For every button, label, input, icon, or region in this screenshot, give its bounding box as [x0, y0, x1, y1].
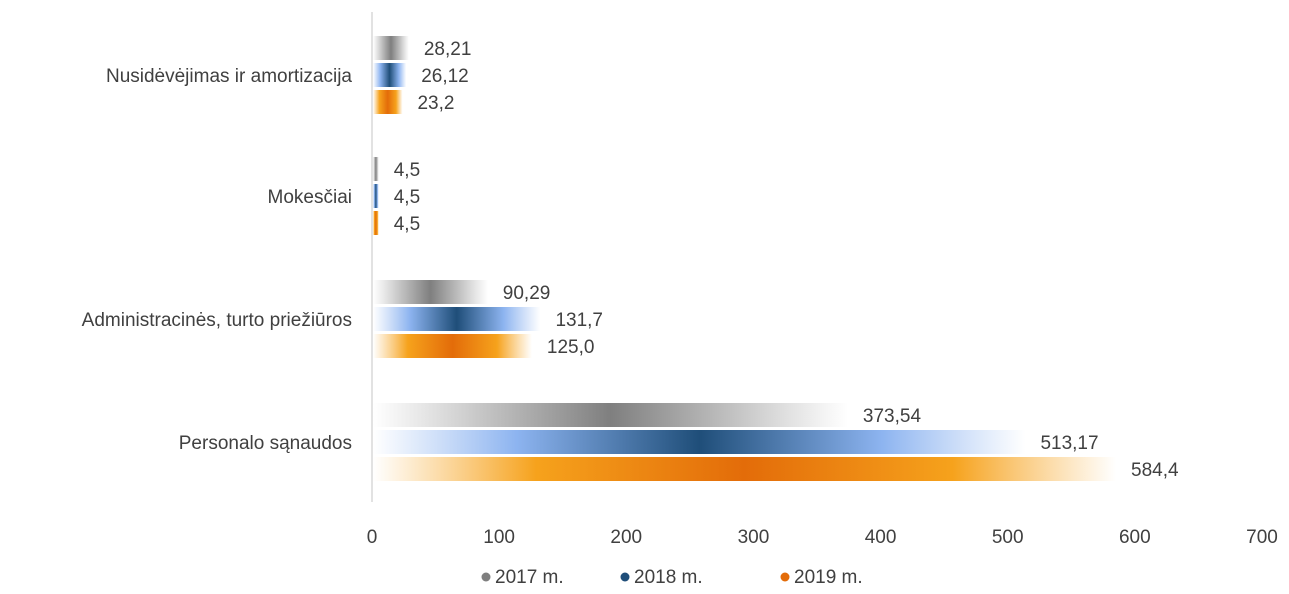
- category-label: Personalo sąnaudos: [179, 433, 352, 454]
- bar-3-3: [373, 334, 532, 358]
- data-label-1-3: 90,29: [503, 283, 551, 304]
- data-label-2-1: 26,12: [421, 66, 469, 87]
- bar-2-4: [373, 430, 1026, 454]
- bars-group: [373, 36, 1117, 481]
- data-label-2-2: 4,5: [394, 187, 420, 208]
- data-label-2-4: 513,17: [1040, 433, 1098, 454]
- bar-1-4: [373, 403, 848, 427]
- legend-marker-1: [481, 572, 491, 582]
- legend-label-2: 2018 m.: [634, 567, 703, 588]
- data-label-3-4: 584,4: [1131, 460, 1179, 481]
- bar-2-2: [373, 184, 379, 208]
- x-tick-label: 600: [1119, 527, 1151, 548]
- bar-3-2: [373, 211, 379, 235]
- bar-1-2: [373, 157, 379, 181]
- bar-3-4: [373, 457, 1117, 481]
- x-tick-label: 500: [992, 527, 1024, 548]
- category-label: Mokesčiai: [268, 187, 352, 208]
- category-labels: Nusidėvėjimas ir amortizacija Mokesčiai Ad…: [82, 66, 353, 454]
- bar-2-3: [373, 307, 541, 331]
- x-tick-label: 100: [483, 527, 515, 548]
- bar-1-1: [373, 36, 409, 60]
- bar-3-1: [373, 90, 403, 114]
- data-label-1-1: 28,21: [424, 39, 472, 60]
- data-label-2-3: 131,7: [555, 310, 603, 331]
- category-label: Administracinės, turto priežiūros: [82, 310, 352, 331]
- x-tick-label: 300: [738, 527, 770, 548]
- data-label-1-2: 4,5: [394, 160, 420, 181]
- bar-2-1: [373, 63, 407, 87]
- x-tick-label: 0: [367, 527, 378, 548]
- x-axis: 0 100 200 300 400 500 600 700: [367, 12, 1278, 548]
- legend-label-3: 2019 m.: [794, 567, 863, 588]
- x-tick-label: 400: [865, 527, 897, 548]
- legend-marker-3: [780, 572, 790, 582]
- legend-label-1: 2017 m.: [495, 567, 564, 588]
- x-tick-label: 700: [1246, 527, 1278, 548]
- x-tick-label: 200: [610, 527, 642, 548]
- legend-marker-2: [620, 572, 630, 582]
- data-label-1-4: 373,54: [863, 406, 922, 427]
- category-label: Nusidėvėjimas ir amortizacija: [106, 66, 352, 87]
- legend: 2017 m. 2018 m. 2019 m.: [481, 567, 863, 588]
- bar-1-3: [373, 280, 488, 304]
- data-label-3-2: 4,5: [394, 214, 420, 235]
- data-label-3-1: 23,2: [417, 93, 454, 114]
- data-label-3-3: 125,0: [547, 337, 595, 358]
